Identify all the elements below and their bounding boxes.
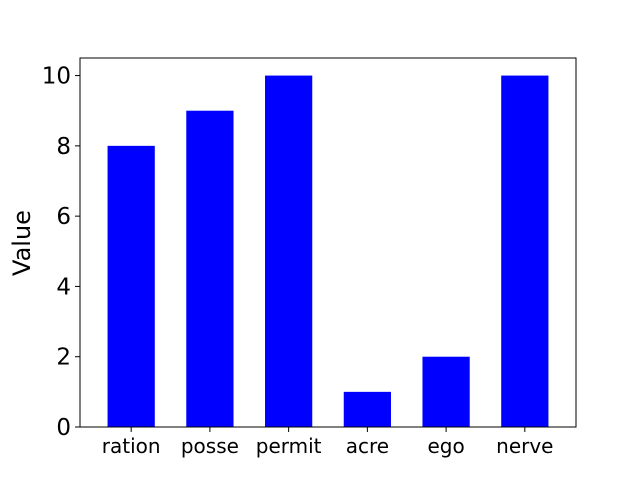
- y-tick-label: 2: [56, 345, 71, 371]
- y-tick-label: 6: [56, 204, 71, 230]
- y-tick-label: 10: [42, 64, 71, 90]
- x-tick-label: permit: [256, 434, 322, 458]
- bar-ration: [107, 145, 155, 427]
- y-tick-label: 0: [56, 415, 71, 441]
- x-tick-label: ego: [427, 434, 464, 458]
- axes-frame: [79, 57, 577, 428]
- x-tick-label: acre: [346, 434, 389, 458]
- x-axis-ticks: ration posse permit acre ego nerve: [102, 427, 553, 458]
- y-axis-ticks: 0 2 4 6 8 10: [42, 64, 80, 441]
- x-tick-label: nerve: [496, 434, 553, 458]
- bar-acre: [343, 391, 391, 427]
- bars-group: [107, 75, 549, 428]
- bar-ego: [422, 356, 470, 427]
- x-tick-label: ration: [102, 434, 161, 458]
- y-axis-label: Value: [8, 210, 36, 276]
- x-tick-label: posse: [181, 434, 239, 458]
- bar-posse: [186, 110, 234, 427]
- y-tick-label: 4: [56, 274, 71, 300]
- bar-permit: [265, 75, 313, 428]
- y-tick-label: 8: [56, 134, 71, 160]
- bar-nerve: [501, 75, 549, 428]
